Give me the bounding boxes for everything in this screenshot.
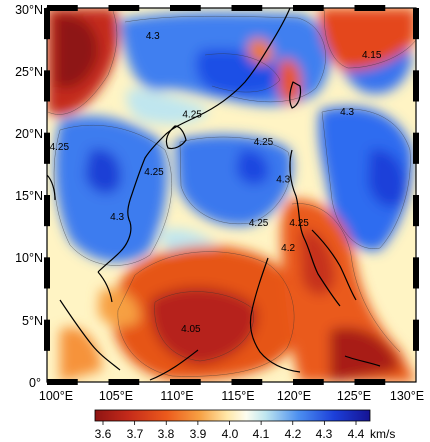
contour-label: 4.3 — [340, 107, 354, 118]
contour-label: 4.3 — [110, 212, 124, 223]
border-bar-right — [413, 8, 419, 40]
lat-label-0: 0° — [29, 376, 41, 390]
colorbar-label-4-1: 4.1 — [253, 427, 270, 441]
colorbar-label-3-9: 3.9 — [190, 427, 207, 441]
lon-label-120e: 120°E — [277, 389, 311, 403]
border-bar-top — [231, 5, 263, 11]
contour-label: 4.05 — [181, 324, 201, 335]
colorbar-label-4-4: 4.4 — [348, 427, 365, 441]
border-bar-right — [413, 195, 419, 227]
border-bar-top — [354, 5, 386, 11]
lat-label-10n: 10°N — [15, 251, 43, 265]
border-bar-right — [413, 319, 419, 351]
border-bar-top — [108, 5, 140, 11]
lon-label-130e: 130°E — [390, 389, 424, 403]
longitude-labels: 100°E 105°E 110°E 115°E 120°E 125°E 130°… — [39, 389, 424, 403]
border-bar-left — [44, 319, 50, 351]
border-bar-left — [44, 195, 50, 227]
map-border-ticks — [44, 5, 419, 385]
lon-label-115e: 115°E — [221, 389, 254, 403]
contour-label: 4.25 — [50, 142, 70, 153]
border-bar-left — [44, 257, 50, 289]
contour-label-group: 4.3 4.25 4.25 4.25 4.25 4.25 4.25 4.3 4.15 4.3 4.3… — [50, 31, 382, 335]
colorbar-unit: km/s — [370, 427, 395, 441]
contour-label: 4.3 — [146, 31, 160, 42]
colorbar-label-4-3: 4.3 — [316, 427, 333, 441]
colorbar-frame — [94, 409, 371, 422]
colorbar-label-3-8: 3.8 — [158, 427, 175, 441]
lat-label-5n: 5°N — [22, 314, 43, 328]
lon-label-100e: 100°E — [39, 389, 73, 403]
velocity-field — [47, 8, 416, 382]
contour-label: 4.2 — [281, 243, 295, 254]
border-bar-top — [170, 5, 201, 11]
contour-label: 4.25 — [144, 167, 164, 178]
colorbar-label-4-2: 4.2 — [285, 427, 302, 441]
lat-label-20n: 20°N — [15, 127, 43, 141]
contour-label: 4.15 — [362, 50, 382, 61]
contour-label: 4.25 — [249, 218, 269, 229]
contour-label: 4.25 — [289, 218, 309, 229]
border-bar-top — [47, 5, 78, 11]
border-bar-right — [413, 257, 419, 289]
border-bar-bottom — [108, 379, 140, 385]
lon-label-125e: 125°E — [337, 389, 371, 403]
border-bar-bottom — [231, 379, 263, 385]
colorbar-gradient — [95, 410, 370, 421]
border-bar-right — [413, 132, 419, 164]
lat-label-25n: 25°N — [15, 65, 43, 79]
lat-label-30n: 30°N — [15, 3, 43, 17]
lat-label-15n: 15°N — [15, 189, 43, 203]
border-bar-bottom — [354, 379, 386, 385]
colorbar-labels: 3.6 3.7 3.8 3.9 4.0 4.1 4.2 4.3 4.4 — [95, 427, 365, 441]
border-bar-left — [44, 70, 50, 102]
border-bar-left — [44, 8, 50, 40]
border-bar-bottom — [293, 379, 324, 385]
border-bar-bottom — [170, 379, 201, 385]
colorbar-label-3-7: 3.7 — [127, 427, 144, 441]
border-bar-right — [413, 70, 419, 102]
latitude-labels: 30°N 25°N 20°N 15°N 10°N 5°N 0° — [15, 3, 43, 390]
contour-label: 4.25 — [254, 137, 274, 148]
colorbar-ticks — [102, 421, 357, 425]
border-bar-left — [44, 132, 50, 164]
colorbar-label-4-0: 4.0 — [222, 427, 239, 441]
lon-label-105e: 105°E — [99, 389, 133, 403]
contour-label: 4.25 — [182, 110, 202, 121]
contour-label: 4.3 — [276, 175, 290, 186]
colorbar: 3.6 3.7 3.8 3.9 4.0 4.1 4.2 4.3 4.4 km/s — [94, 409, 395, 441]
border-bar-top — [293, 5, 324, 11]
map-panel: 4.3 4.25 4.25 4.25 4.25 4.25 4.25 4.3 4.15 4.3 4.3… — [44, 5, 419, 385]
colorbar-label-3-6: 3.6 — [95, 427, 112, 441]
border-bar-bottom — [47, 379, 78, 385]
lon-label-110e: 110°E — [160, 389, 193, 403]
